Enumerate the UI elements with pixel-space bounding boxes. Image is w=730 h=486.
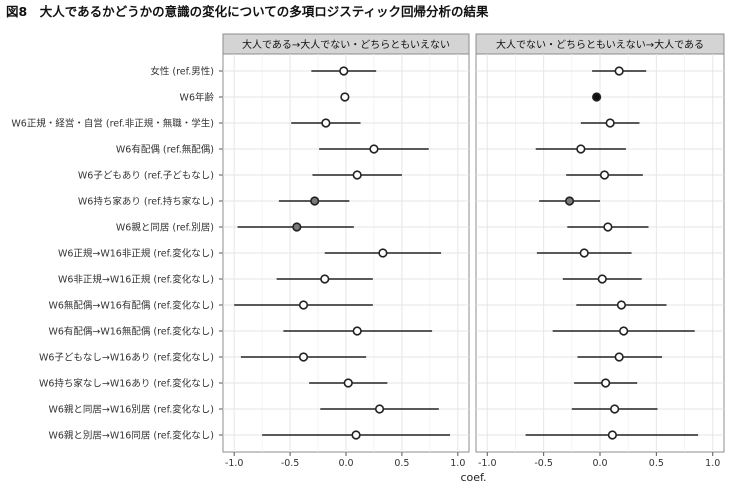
- panel-title: 大人でない・どちらともいえない→大人である: [496, 38, 704, 51]
- coef-point: [310, 196, 320, 206]
- coef-point: [321, 118, 331, 128]
- x-tick-label: 0.5: [394, 458, 409, 469]
- row-label: W6親と別居→W16同居 (ref.変化なし): [48, 430, 214, 442]
- coef-point: [614, 66, 624, 76]
- coef-point: [352, 326, 362, 336]
- coef-point: [343, 378, 353, 388]
- panel-title: 大人である→大人でない・どちらともいえない: [242, 38, 450, 51]
- x-tick-label: 1.0: [450, 458, 465, 469]
- x-tick-label: -1.0: [478, 458, 497, 469]
- x-tick-label: -0.5: [534, 458, 553, 469]
- coef-point: [599, 170, 610, 180]
- x-tick-label: 1.0: [705, 458, 720, 469]
- row-label: W6子どもなし→W16あり (ref.変化なし): [39, 352, 214, 364]
- coef-point: [298, 300, 309, 310]
- coef-point: [351, 430, 361, 440]
- coef-point: [616, 300, 627, 310]
- row-label: W6有配偶 (ref.無配偶): [116, 144, 214, 156]
- x-tick-label: 0.0: [592, 458, 607, 469]
- row-label: W6年齢: [180, 92, 215, 104]
- row-label: W6親と同居 (ref.別居): [116, 222, 214, 234]
- row-label: W6正規・経営・自営 (ref.非正規・無職・学生): [11, 118, 214, 130]
- coef-point: [298, 352, 309, 362]
- coef-point: [610, 404, 620, 414]
- coef-point: [601, 378, 611, 388]
- coef-point: [369, 144, 379, 154]
- coef-point: [292, 222, 302, 232]
- row-label: W6非正規→W16正規 (ref.変化なし): [58, 274, 214, 286]
- row-label: 女性 (ref.男性): [150, 66, 214, 78]
- coef-point: [603, 222, 613, 232]
- x-tick-label: 0.0: [338, 458, 353, 469]
- x-axis-title: coef.: [460, 471, 486, 484]
- x-tick-label: -0.5: [281, 458, 300, 469]
- row-label: W6持ち家なし→W16あり (ref.変化なし): [39, 378, 214, 390]
- coef-point: [579, 248, 589, 258]
- coef-point: [607, 430, 618, 440]
- coef-point: [619, 326, 629, 336]
- coef-point: [339, 66, 349, 76]
- x-tick-label: 0.5: [649, 458, 664, 469]
- coef-point: [605, 118, 615, 128]
- coef-point: [374, 404, 385, 414]
- coef-point: [614, 352, 624, 362]
- coef-point: [340, 92, 350, 102]
- coef-point: [576, 144, 586, 154]
- row-label: W6親と同居→W16別居 (ref.変化なし): [48, 404, 214, 416]
- row-label: W6無配偶→W16有配偶 (ref.変化なし): [48, 300, 214, 312]
- coef-point: [378, 248, 388, 258]
- coef-point: [597, 274, 607, 284]
- row-label: W6正規→W16非正規 (ref.変化なし): [58, 248, 214, 260]
- coef-point: [564, 196, 575, 206]
- coef-point: [320, 274, 330, 284]
- x-tick-label: -1.0: [225, 458, 244, 469]
- row-label: W6子どもあり (ref.子どもなし): [78, 171, 214, 182]
- row-label: W6有配偶→W16無配偶 (ref.変化なし): [48, 326, 214, 338]
- coef-point: [592, 92, 602, 102]
- figure-title: 図8 大人であるかどうかの意識の変化についての多項ロジスティック回帰分析の結果: [6, 4, 489, 19]
- row-label: W6持ち家あり (ref.持ち家なし): [78, 196, 214, 208]
- coef-point: [352, 170, 362, 180]
